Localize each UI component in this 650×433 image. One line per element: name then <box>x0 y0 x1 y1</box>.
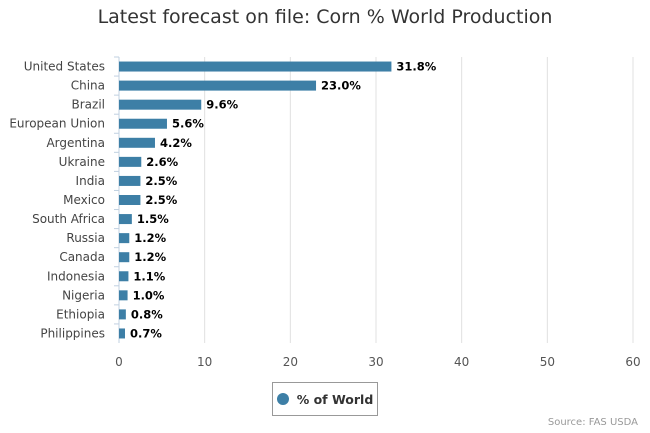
category-label: Philippines <box>40 326 105 340</box>
data-label: 2.5% <box>145 193 177 207</box>
bar[interactable] <box>119 175 141 186</box>
x-tick-label: 0 <box>115 355 123 369</box>
x-tick-label: 10 <box>197 355 212 369</box>
bar[interactable] <box>119 118 167 129</box>
category-labels: United States China Brazil European Union Ar… <box>9 60 105 341</box>
chart-title: Latest forecast on file: Corn % World Pr… <box>97 6 553 28</box>
category-label: Argentina <box>46 136 105 150</box>
bar[interactable] <box>119 290 128 301</box>
x-axis-tick-labels: 0 10 20 30 40 50 60 <box>115 355 640 369</box>
data-label: 2.5% <box>145 174 177 188</box>
x-tick-label: 40 <box>454 355 469 369</box>
legend-item-percent-of-world[interactable]: % of World <box>272 382 378 416</box>
legend-swatch-icon <box>276 393 289 405</box>
category-label: Ethiopia <box>56 307 105 321</box>
bar[interactable] <box>119 328 125 339</box>
bars <box>119 61 392 339</box>
data-label: 5.6% <box>172 117 204 131</box>
x-tick-label: 20 <box>283 355 298 369</box>
data-label: 1.2% <box>134 231 166 245</box>
category-label: Russia <box>66 231 105 245</box>
category-label: Nigeria <box>62 288 105 302</box>
bar[interactable] <box>119 271 129 282</box>
category-label: Canada <box>59 250 105 264</box>
data-label: 0.7% <box>130 326 162 340</box>
bar[interactable] <box>119 156 142 167</box>
data-labels: 31.8% 23.0% 9.6%5.6% 4.2% 2.6% 2.5% 2.5% 1.5% 1.… <box>130 60 437 341</box>
data-label: 1.2% <box>134 250 166 264</box>
category-label: China <box>71 79 105 93</box>
data-label: 4.2% <box>160 136 192 150</box>
bar[interactable] <box>119 99 202 110</box>
data-label: 23.0% <box>321 79 361 93</box>
data-label: 1.1% <box>133 269 165 283</box>
source-note: Source: FAS USDA <box>547 417 638 428</box>
data-label: 1.0% <box>133 288 165 302</box>
data-label: 2.6% <box>146 155 178 169</box>
x-tick-label: 30 <box>368 355 383 369</box>
bar[interactable] <box>119 195 141 205</box>
category-label: Brazil <box>72 98 106 112</box>
bar[interactable] <box>119 252 130 263</box>
bar[interactable] <box>119 80 317 91</box>
data-label: 1.5% <box>137 212 169 226</box>
category-label: United States <box>24 60 105 74</box>
bar[interactable] <box>119 214 132 225</box>
category-label: Ukraine <box>59 155 105 169</box>
x-tick-label: 60 <box>625 355 640 369</box>
data-label: 0.8% <box>131 307 163 321</box>
legend-label: % of World <box>296 391 374 407</box>
bar[interactable] <box>119 61 392 72</box>
category-label: South Africa <box>32 212 105 226</box>
category-label: Mexico <box>63 193 105 207</box>
category-label: European Union <box>9 117 105 131</box>
x-tick-label: 50 <box>540 355 555 369</box>
data-label: 9.6% <box>206 98 238 112</box>
bar[interactable] <box>119 137 155 148</box>
bar[interactable] <box>119 233 130 244</box>
category-label: Indonesia <box>47 269 105 283</box>
bar[interactable] <box>119 309 126 320</box>
data-label: 31.8% <box>396 60 436 74</box>
category-label: India <box>76 174 105 188</box>
